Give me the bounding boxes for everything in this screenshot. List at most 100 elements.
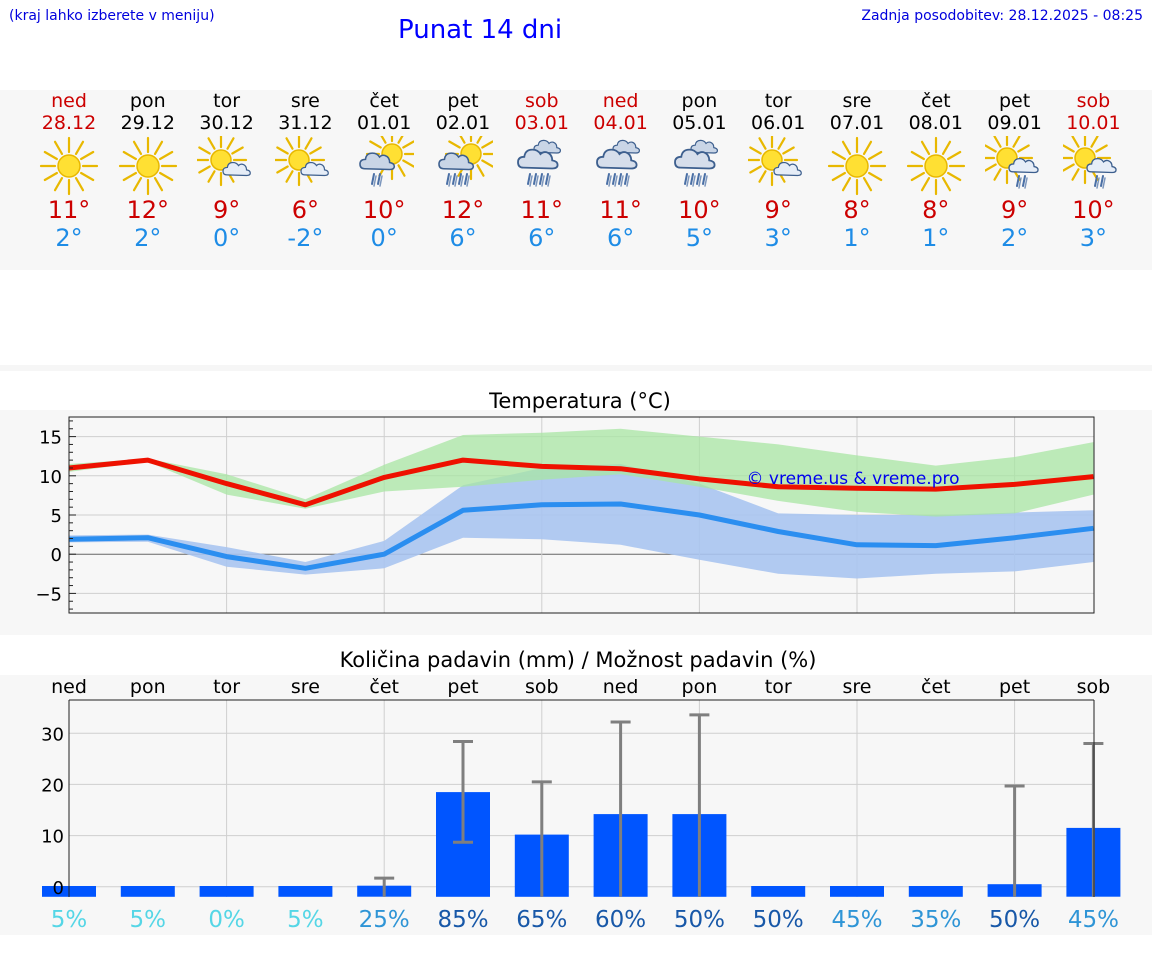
min-temperature: 2° <box>134 224 162 252</box>
precipitation-day-label: sre <box>291 676 320 698</box>
min-temperature: 2° <box>1000 224 1029 252</box>
sun-cloud-icon <box>748 136 803 187</box>
precipitation-day-label: sre <box>843 676 872 698</box>
max-temperature: 12° <box>126 196 170 224</box>
day-column: ned 04.01 11° 6° <box>581 90 660 252</box>
max-temperature: 9° <box>1000 196 1029 224</box>
rain-cloud-icon <box>674 139 719 187</box>
min-temperature-band <box>69 464 1094 579</box>
day-date: 07.01 <box>829 112 885 134</box>
precipitation-chart-title: Količina padavin (mm) / Možnost padavin … <box>340 648 817 672</box>
location-menu-hint[interactable]: (kraj lahko izberete v meniju) <box>9 8 215 24</box>
max-temperature: 10° <box>362 196 406 224</box>
precipitation-bar <box>908 886 963 897</box>
precipitation-probability: 65% <box>516 907 567 933</box>
day-date: 05.01 <box>672 112 727 134</box>
day-name: pet <box>447 90 479 112</box>
day-name: pon <box>681 90 718 112</box>
min-temperature: 2° <box>55 224 83 252</box>
precipitation-day-label: čet <box>369 676 399 698</box>
precipitation-bar <box>199 886 254 897</box>
min-temperature: 0° <box>212 224 241 252</box>
max-temperature: 12° <box>441 196 485 224</box>
sun-rain-heavy-icon <box>438 136 493 187</box>
day-name: tor <box>764 90 792 112</box>
precipitation-ytick-label: 20 <box>41 775 64 796</box>
precipitation-probability: 5% <box>51 907 88 933</box>
day-name: pon <box>129 90 166 112</box>
max-temperature-band <box>69 428 1094 517</box>
max-temperature: 11° <box>599 196 642 224</box>
min-temperature: 6° <box>606 224 635 252</box>
divider <box>0 365 1152 371</box>
precipitation-day-label: pon <box>130 676 166 698</box>
temperature-ytick-label: −5 <box>35 584 62 605</box>
min-temperature: 3° <box>1079 224 1108 252</box>
day-date: 08.01 <box>908 112 963 134</box>
precipitation-day-label: tor <box>213 676 240 698</box>
max-temperature: 11° <box>47 196 91 224</box>
min-temperature: 0° <box>370 224 398 252</box>
day-name: pet <box>998 90 1031 112</box>
day-column: tor 06.01 9° 3° <box>739 90 818 252</box>
precipitation-day-label: sob <box>1077 676 1111 698</box>
sun-cloud-rain-icon <box>1063 136 1118 189</box>
precipitation-bar <box>278 886 333 897</box>
day-name: sre <box>842 90 872 112</box>
precipitation-day-label: pon <box>682 676 718 698</box>
max-temperature: 6° <box>291 196 320 224</box>
sun-icon <box>827 136 887 196</box>
temperature-ytick-label: 5 <box>51 506 62 527</box>
precipitation-bar <box>830 886 884 897</box>
sun-icon <box>906 136 965 196</box>
precipitation-ytick-label: 0 <box>53 878 64 899</box>
day-name: sre <box>290 90 320 112</box>
day-column: čet 08.01 8° 1° <box>896 90 975 252</box>
day-date: 09.01 <box>987 112 1042 134</box>
sun-cloud-icon <box>275 136 330 187</box>
precipitation-probability: 5% <box>130 907 167 933</box>
max-temperature: 9° <box>212 196 241 224</box>
day-name: ned <box>51 90 87 112</box>
day-date: 06.01 <box>750 112 806 134</box>
sun-rain-icon <box>359 136 415 187</box>
day-name: tor <box>213 90 241 112</box>
page-title: Punat 14 dni <box>398 15 563 45</box>
min-temperature: 5° <box>685 224 714 252</box>
sun-cloud-icon <box>196 136 251 187</box>
day-name: čet <box>369 90 399 112</box>
temperature-ytick-label: 10 <box>39 467 62 488</box>
day-date: 30.12 <box>199 112 254 134</box>
min-temperature: 6° <box>449 224 477 252</box>
precipitation-day-label: čet <box>921 676 951 698</box>
temperature-ytick-label: 0 <box>51 545 62 566</box>
day-date: 28.12 <box>41 112 97 134</box>
min-temperature: 6° <box>528 224 556 252</box>
sun-icon <box>39 136 99 196</box>
temperature-ytick-label: 15 <box>39 428 62 449</box>
temperature-chart: Temperatura (°C) 15 10 5 0 −5 © vreme.us & vre… <box>35 389 1095 614</box>
precipitation-probability: 45% <box>831 907 882 933</box>
day-date: 02.01 <box>435 112 491 134</box>
day-date: 03.01 <box>514 112 569 134</box>
day-column: sob 03.01 11° 6° <box>502 90 581 252</box>
precipitation-day-label: ned <box>603 676 639 698</box>
day-name: ned <box>602 90 639 112</box>
max-temperature: 10° <box>1072 196 1115 224</box>
day-date: 10.01 <box>1066 112 1121 134</box>
rain-cloud-icon <box>516 139 561 187</box>
day-date: 31.12 <box>278 112 333 134</box>
temperature-chart-title: Temperatura (°C) <box>488 389 671 413</box>
precipitation-plot-area <box>69 700 1094 897</box>
rain-cloud-icon <box>595 139 640 187</box>
day-column: pon 05.01 10° 5° <box>660 90 739 252</box>
precipitation-probability: 25% <box>359 907 410 933</box>
precipitation-probability: 50% <box>753 907 804 933</box>
day-column: ned 28.12 11° 2° <box>30 90 109 252</box>
sun-icon <box>118 136 177 196</box>
day-date: 04.01 <box>593 112 648 134</box>
precipitation-ytick-label: 10 <box>41 827 64 848</box>
precipitation-day-label: pet <box>999 676 1030 698</box>
precipitation-probability: 5% <box>287 907 324 933</box>
